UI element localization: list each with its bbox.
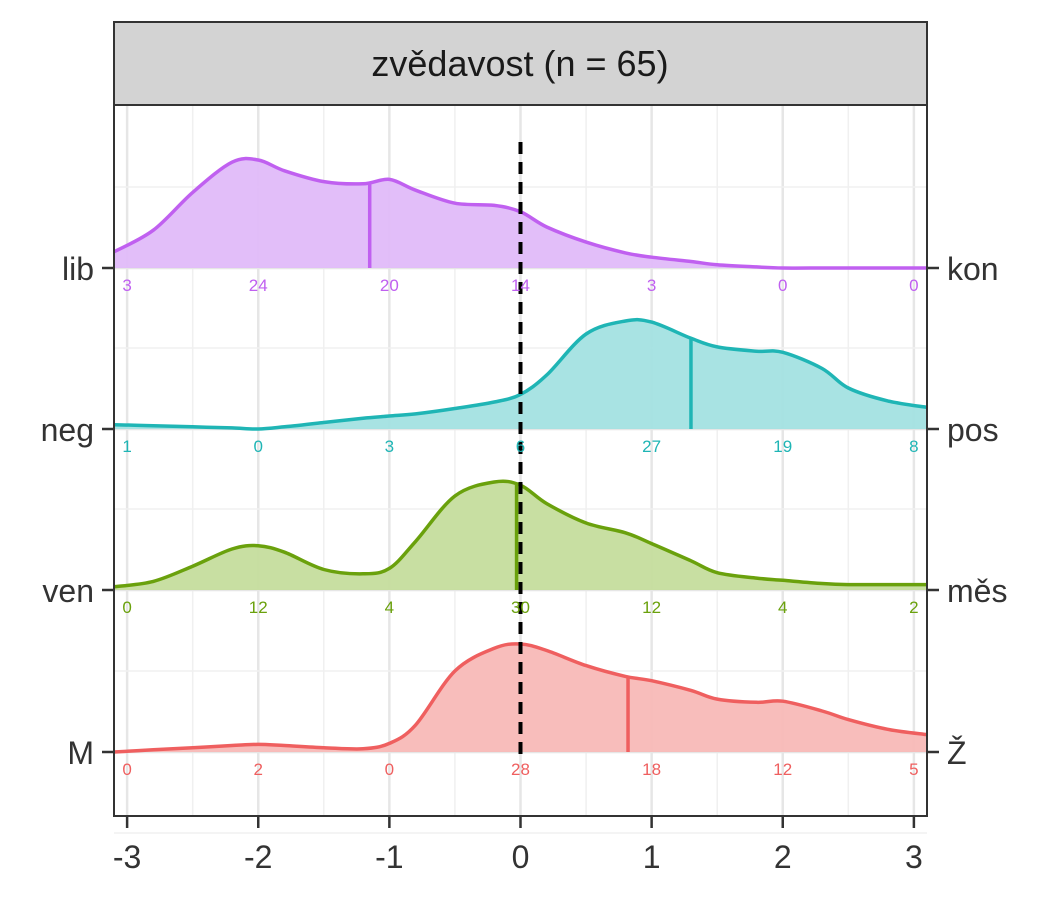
count-label-ven-6: 2 <box>909 598 918 617</box>
count-label-lib-2: 20 <box>380 276 399 295</box>
count-label-ven-5: 4 <box>778 598 787 617</box>
count-label-M-0: 0 <box>122 760 131 779</box>
count-label-neg-4: 27 <box>642 437 661 456</box>
plot-panel: 3 24 20 14 3 0 01 0 3 6 27 19 80 12 4 30 12 4 20 2 0 28 18 12 5 <box>113 104 928 834</box>
count-label-ven-3: 30 <box>511 598 530 617</box>
count-label-neg-3: 6 <box>516 437 525 456</box>
count-label-lib-6: 0 <box>909 276 918 295</box>
x-tick-label-6: 3 <box>905 839 923 875</box>
y-label-right-Ž: Ž <box>947 735 967 771</box>
count-label-lib-5: 0 <box>778 276 787 295</box>
y-label-left-ven: ven <box>42 573 94 609</box>
ridge-neg <box>113 317 928 431</box>
y-label-right-pos: pos <box>947 412 999 448</box>
count-label-neg-1: 0 <box>254 437 263 456</box>
y-label-left-lib: lib <box>62 251 94 287</box>
x-tick-label-2: -1 <box>375 839 403 875</box>
count-label-neg-0: 1 <box>122 437 131 456</box>
y-label-left-M: M <box>67 735 94 771</box>
y-label-right-kon: kon <box>947 251 999 287</box>
ridge-area-M <box>114 643 927 752</box>
facet-strip: zvědavost (n = 65) <box>113 21 928 106</box>
count-label-neg-6: 8 <box>909 437 918 456</box>
count-label-lib-3: 14 <box>511 276 530 295</box>
count-labels: 3 24 20 14 3 0 01 0 3 6 27 19 80 12 4 30 12 4 20 2 0 28 18 12 5 <box>122 276 918 779</box>
count-label-ven-2: 4 <box>385 598 394 617</box>
x-tick-label-4: 1 <box>643 839 661 875</box>
ridge-line-neg <box>113 317 928 431</box>
ridge-area-ven <box>114 481 927 590</box>
count-label-M-3: 28 <box>511 760 530 779</box>
count-label-lib-1: 24 <box>249 276 268 295</box>
count-label-M-5: 12 <box>773 760 792 779</box>
count-label-M-1: 2 <box>254 760 263 779</box>
count-label-lib-0: 3 <box>122 276 131 295</box>
chart-title: zvědavost (n = 65) <box>371 43 668 84</box>
count-label-neg-5: 19 <box>773 437 792 456</box>
x-tick-label-1: -2 <box>244 839 272 875</box>
count-label-ven-4: 12 <box>642 598 661 617</box>
facet-strip-background <box>113 21 928 106</box>
count-label-ven-1: 12 <box>249 598 268 617</box>
ridge-area-neg <box>114 319 927 430</box>
count-label-M-4: 18 <box>642 760 661 779</box>
x-tick-label-5: 2 <box>774 839 792 875</box>
y-label-left-neg: neg <box>41 412 94 448</box>
count-label-ven-0: 0 <box>122 598 131 617</box>
x-tick-label-3: 0 <box>512 839 530 875</box>
count-label-lib-4: 3 <box>647 276 656 295</box>
y-label-right-měs: měs <box>947 573 1007 609</box>
count-label-neg-2: 3 <box>385 437 394 456</box>
count-label-M-2: 0 <box>385 760 394 779</box>
count-label-M-6: 5 <box>909 760 918 779</box>
x-tick-label-0: -3 <box>113 839 141 875</box>
